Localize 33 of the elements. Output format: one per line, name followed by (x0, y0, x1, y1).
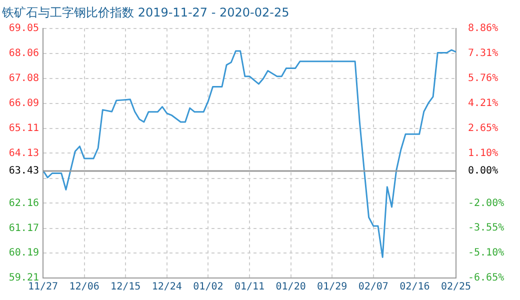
x-tick-label: 12/15 (110, 282, 141, 293)
y-tick-label: 65.11 (8, 122, 39, 134)
y-tick-label: 60.19 (8, 248, 39, 259)
x-tick-label: 01/29 (317, 282, 348, 293)
y-tick-label: 67.08 (8, 72, 39, 84)
y-tick-label: 69.05 (8, 22, 39, 34)
y-tick-label: 61.17 (8, 222, 39, 234)
y-tick-label: 63.43 (8, 166, 39, 177)
y-tick-label: 62.16 (8, 198, 39, 209)
x-tick-label: 02/25 (440, 282, 472, 293)
y2-tick-label: 8.86% (468, 22, 498, 34)
x-tick-label: 01/02 (193, 282, 224, 293)
y2-tick-label: 7.31% (468, 48, 498, 59)
y-tick-label: 64.13 (8, 148, 39, 159)
x-tick-label: 12/24 (152, 282, 182, 293)
y2-tick-label: 2.65% (468, 122, 498, 134)
x-tick-label: 02/07 (358, 282, 388, 293)
y2-tick-label: -2.00% (468, 198, 504, 209)
y2-tick-label: 1.10% (468, 148, 498, 159)
x-tick-label: 01/11 (234, 282, 265, 293)
x-tick-label: 01/20 (276, 282, 306, 293)
y2-tick-label: 4.21% (468, 98, 498, 109)
chart-title: 铁矿石与工字钢比价指数 2019-11-27 - 2020-02-25 (1, 5, 290, 20)
y2-tick-label: -5.10% (468, 248, 504, 259)
y2-tick-label: -6.65% (468, 272, 504, 284)
x-tick-label: 02/16 (400, 282, 430, 293)
y2-tick-label: 5.76% (468, 72, 498, 84)
x-tick-label: 11/27 (28, 282, 58, 293)
y2-tick-label: -3.55% (468, 222, 504, 234)
y-tick-label: 66.09 (8, 98, 39, 110)
x-tick-label: 12/06 (69, 282, 100, 293)
y-tick-label: 68.06 (8, 48, 39, 60)
y2-tick-label: 0.00% (468, 166, 498, 177)
